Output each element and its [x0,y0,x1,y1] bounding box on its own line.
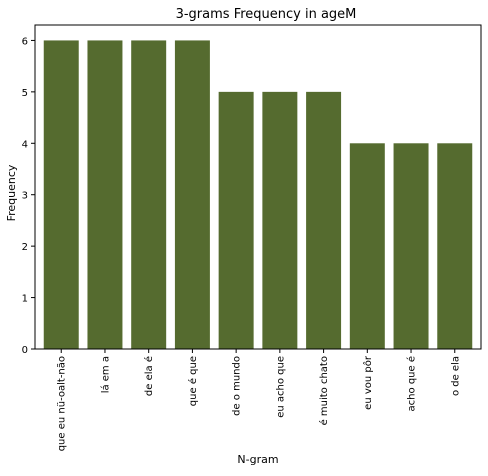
x-axis-ticks: que eu nü-oalt-não lá em a de ela é que é q… [57,349,461,451]
x-tick-label: eu vou pôr [362,355,374,410]
x-tick-label: de ela é [143,356,155,396]
bar [262,91,298,350]
bar [131,40,167,350]
x-tick-label: o de ela [450,356,461,396]
y-tick-label: 2 [22,242,28,253]
y-tick-label: 4 [22,139,28,150]
bar [393,143,429,349]
bar [218,91,254,350]
x-tick-label: que eu nü-oalt-não [57,356,68,451]
bar [349,143,385,349]
bar [174,40,210,350]
bars-layer [43,40,473,350]
y-tick-label: 3 [22,191,28,202]
bar [43,40,79,350]
bar [306,91,342,350]
y-axis-label: Frequency [5,164,18,221]
chart-title: 3-grams Frequency in ageM [176,7,357,22]
y-tick-label: 5 [22,88,28,99]
bar [87,40,123,350]
x-tick-label: é muito chato [318,356,330,425]
x-tick-label: lá em a [99,356,111,393]
bar [437,143,473,349]
y-axis-ticks: 0 1 2 3 4 5 6 [22,36,35,356]
x-axis-label: N-gram [237,453,278,466]
y-tick-label: 1 [22,294,28,305]
y-tick-label: 0 [22,345,28,356]
x-tick-label: eu acho que [275,356,286,418]
plot-frame [34,24,482,350]
x-tick-label: acho que é [406,356,418,411]
x-tick-label: que é que [187,356,199,406]
x-tick-label: de o mundo [232,356,243,416]
y-tick-label: 6 [22,36,28,47]
